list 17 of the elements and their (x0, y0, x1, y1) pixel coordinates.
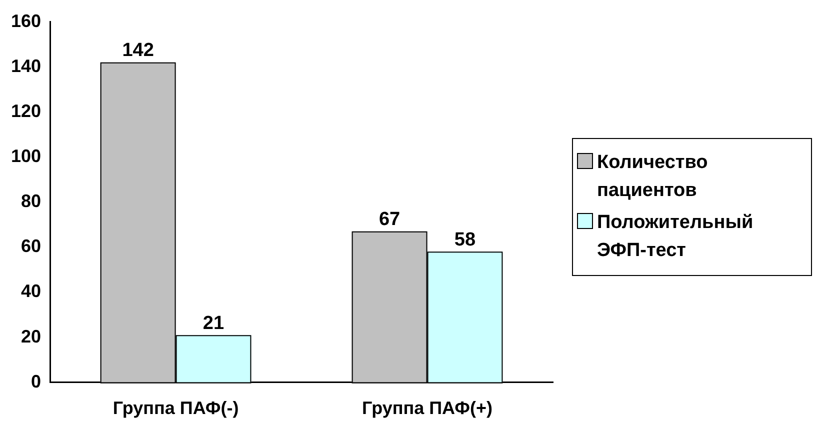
y-tick-label: 0 (31, 371, 42, 392)
legend-label: Количество пациентов (597, 151, 709, 203)
y-tick-label: 20 (21, 326, 42, 346)
x-tick-label: Группа ПАФ(-) (112, 398, 239, 418)
data-label: 21 (202, 312, 224, 334)
y-tick-label: 160 (10, 10, 42, 31)
y-tick-label: 60 (21, 236, 42, 256)
y-tick-label: 140 (10, 56, 42, 76)
y-tick-label: 80 (21, 191, 42, 212)
data-label: 142 (122, 40, 154, 62)
data-label: 67 (378, 209, 400, 230)
data-label: 58 (454, 229, 476, 250)
x-tick-label: Группа ПАФ(+) (362, 398, 492, 418)
y-tick-label: 40 (21, 281, 42, 302)
legend-label: Положительный ЭФП-тест (597, 211, 754, 263)
y-tick-label: 100 (10, 146, 42, 166)
y-tick-label: 120 (10, 100, 42, 121)
